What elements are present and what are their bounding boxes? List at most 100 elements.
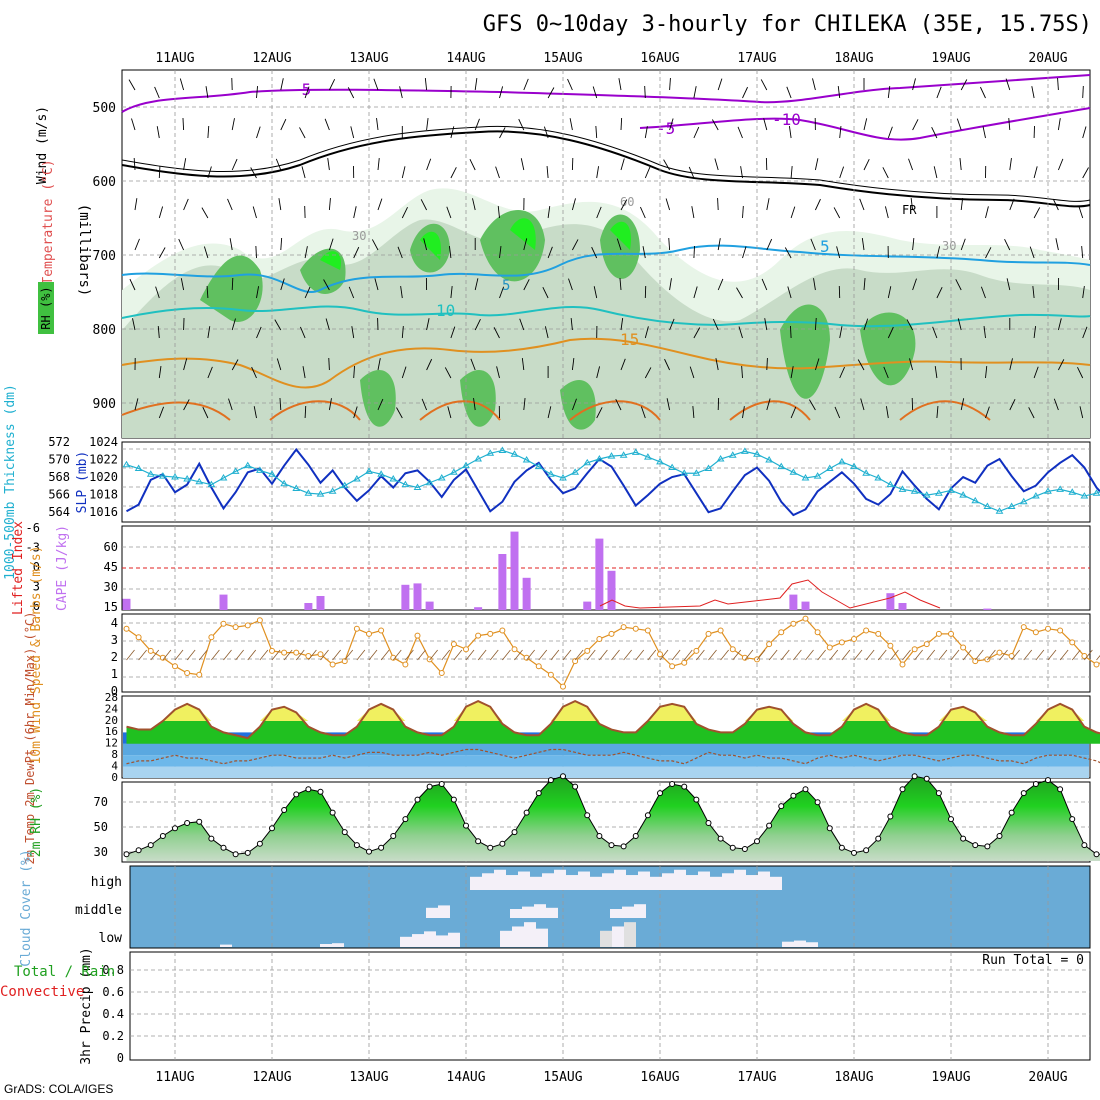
wind-barb (814, 158, 819, 171)
thickness-frame (121, 441, 1091, 523)
rh-point (135, 847, 142, 854)
wind-barb (202, 406, 209, 419)
wind-speed-point (135, 634, 142, 641)
cloud-cover-bar (530, 876, 542, 890)
wind-barb (1004, 239, 1011, 251)
rh-point (705, 820, 712, 826)
thickness-point (571, 468, 580, 475)
cape-bar (801, 601, 810, 610)
cloud-cover-bar (522, 906, 534, 918)
wind-barb-10m (768, 649, 778, 661)
wind-speed-tick: 4 (111, 616, 118, 630)
wind-barb (323, 279, 330, 291)
wind-barb (596, 407, 603, 419)
thickness-point (886, 480, 895, 488)
thickness-point (983, 502, 992, 509)
rh-point (717, 835, 724, 842)
wind-barb-10m (720, 649, 729, 661)
wind-speed-point (1081, 653, 1088, 659)
wind-speed-point (1057, 627, 1064, 634)
cape-tick: 45 (104, 560, 118, 574)
temp-tick: 20 (105, 714, 118, 727)
wind-barb (887, 286, 892, 299)
wind-barb (572, 239, 579, 251)
cloud-cover-bar (634, 904, 646, 918)
rh-point (123, 851, 130, 858)
wind-barb-10m (162, 649, 172, 661)
wind-barb (132, 318, 136, 331)
slp-tick: 1024 (89, 435, 118, 449)
contour-label: 30 (352, 229, 366, 243)
wind-speed-point (838, 639, 845, 646)
wind-barb (1009, 358, 1013, 371)
thickness-point (692, 469, 701, 476)
wind-barb (450, 126, 455, 139)
wind-barb (620, 117, 623, 131)
rh-axis-label: 2m RH (%) (29, 787, 44, 857)
cape-bar (789, 594, 798, 610)
wind-barb (227, 198, 233, 211)
precip-frame (129, 951, 1091, 1061)
wind-barb (1031, 86, 1035, 99)
wind-barb-10m (1084, 649, 1093, 661)
wind-speed-point (341, 658, 348, 665)
cloud-cover-bar (400, 936, 412, 947)
wind-speed-point (596, 636, 603, 642)
thickness-point (316, 490, 325, 497)
wind-barb-10m (987, 649, 996, 661)
thickness-point (522, 455, 531, 463)
wind-barb (1082, 286, 1085, 299)
wind-barb (154, 86, 160, 99)
contour-freezing-2 (121, 125, 1091, 202)
rh-point (547, 777, 554, 784)
wind-barb (447, 406, 452, 419)
wind-barb (183, 399, 190, 411)
temp-tick: 16 (105, 725, 118, 738)
rh-point (632, 833, 639, 839)
wind-barb (1033, 166, 1038, 179)
wind-speed-point (196, 671, 203, 678)
pressure-axis-label: (millibars) (76, 204, 92, 297)
thickness-point (365, 467, 373, 474)
rh-point (863, 847, 870, 854)
wind-barb (1077, 367, 1084, 379)
precip-tick: 0.4 (102, 1007, 124, 1021)
cloud-cover-bar (590, 876, 602, 890)
rh-point (463, 822, 469, 829)
wind-barb-10m (635, 649, 645, 661)
rh-point (426, 783, 433, 790)
wind-barb (274, 319, 282, 331)
rh-point (147, 842, 154, 849)
wind-barb (377, 398, 384, 411)
wind-barb (640, 406, 646, 419)
wind-barb (353, 406, 358, 419)
wind-barb (960, 398, 965, 411)
wind-barb-10m (950, 649, 960, 661)
wind-barb (544, 326, 549, 339)
date-label-top: 12AUG (252, 51, 291, 66)
wind-speed-point (644, 627, 651, 634)
wind-barb (304, 286, 311, 299)
wind-barb (688, 166, 695, 179)
wind-barb (960, 198, 964, 211)
wind-barb (374, 278, 379, 291)
wind-barb-10m (417, 649, 426, 661)
pressure-tick: 600 (93, 175, 116, 190)
wind-speed-point (887, 642, 894, 649)
thickness-point (352, 474, 361, 482)
wind-barb (982, 126, 986, 139)
thickness-point (340, 481, 349, 489)
upper-wind-barbs (128, 77, 1089, 419)
wind-barb (255, 245, 257, 259)
wind-barb (497, 206, 500, 219)
rh-point (450, 796, 457, 803)
wind-barb-10m (744, 649, 754, 661)
thickness-point (680, 469, 689, 476)
wind-barb (908, 158, 914, 171)
wind-barb (1057, 158, 1064, 171)
wind-barb (717, 278, 724, 291)
wind-barb (1005, 78, 1011, 91)
wind-barb (156, 126, 160, 139)
thickness-point (777, 462, 786, 470)
wind-barb (883, 366, 889, 379)
